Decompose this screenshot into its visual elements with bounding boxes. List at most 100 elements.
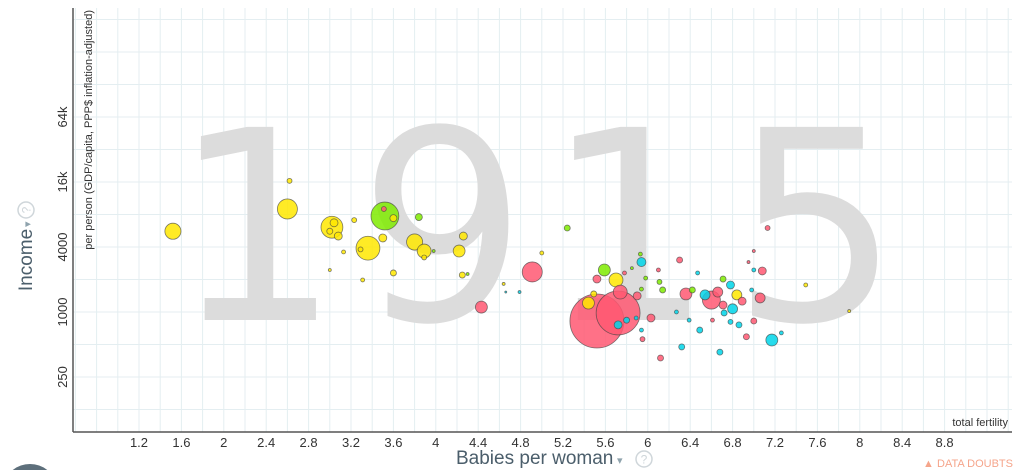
bubble-asia[interactable] <box>380 206 387 212</box>
bubble-europe[interactable] <box>164 222 182 240</box>
bubble-europe[interactable] <box>360 277 366 283</box>
y-axis-help-icon[interactable] <box>17 201 35 219</box>
bubble-asia[interactable] <box>475 300 488 314</box>
bubble-asia[interactable] <box>742 333 750 341</box>
bubble-europe[interactable] <box>847 309 852 313</box>
bubble-africa[interactable] <box>639 327 644 333</box>
bubble-asia[interactable] <box>521 261 543 283</box>
bubble-africa[interactable] <box>695 270 700 276</box>
bubble-africa[interactable] <box>623 316 631 324</box>
x-axis-selector[interactable]: Babies per woman ▾ ? <box>456 448 653 469</box>
data-doubts-link[interactable]: ▲ DATA DOUBTS <box>923 458 1013 470</box>
bubble-europe[interactable] <box>341 249 346 255</box>
bubble-asia[interactable] <box>712 286 724 298</box>
bubble-africa[interactable] <box>751 267 757 273</box>
bubble-asia[interactable] <box>754 292 766 304</box>
bubble-africa[interactable] <box>735 321 743 329</box>
bubble-africa[interactable] <box>726 280 735 290</box>
bubble-americas[interactable] <box>639 286 644 292</box>
data-doubts-label[interactable]: DATA DOUBTS <box>937 458 1013 470</box>
bubble-americas[interactable] <box>629 266 634 271</box>
bubble-europe[interactable] <box>326 227 334 235</box>
y-axis-dropdown-icon[interactable]: ▾ <box>22 221 34 227</box>
bubble-americas[interactable] <box>597 263 611 277</box>
bubble-asia[interactable] <box>639 336 646 343</box>
bubble-africa[interactable] <box>727 303 738 315</box>
bubble-americas[interactable] <box>431 249 436 253</box>
bubble-africa[interactable] <box>699 289 711 301</box>
bubble-asia[interactable] <box>676 256 684 264</box>
bubble-africa[interactable] <box>636 257 647 267</box>
bubble-americas[interactable] <box>638 251 643 257</box>
bubble-europe[interactable] <box>389 214 398 223</box>
x-axis-dropdown-icon[interactable]: ▾ <box>617 455 623 467</box>
play-button[interactable] <box>12 464 48 470</box>
x-axis-title[interactable]: Babies per woman <box>456 448 613 469</box>
bubble-africa[interactable] <box>720 309 728 317</box>
bubble-africa[interactable] <box>778 330 784 336</box>
bubble-americas[interactable] <box>465 272 470 276</box>
bubble-europe[interactable] <box>452 244 466 258</box>
bubble-africa[interactable] <box>696 326 704 334</box>
bubble-africa[interactable] <box>678 343 686 351</box>
bubble-americas[interactable] <box>659 286 667 294</box>
bubble-africa[interactable] <box>765 333 779 347</box>
bubble-asia[interactable] <box>656 267 661 273</box>
bubble-europe[interactable] <box>458 231 468 241</box>
bubble-africa[interactable] <box>517 290 522 294</box>
bubble-asia[interactable] <box>750 317 758 325</box>
bubble-europe[interactable] <box>458 271 466 279</box>
bubble-asia[interactable] <box>751 249 756 253</box>
bubble-asia[interactable] <box>646 313 656 323</box>
bubble-americas[interactable] <box>688 286 696 294</box>
bubble-asia[interactable] <box>757 266 767 276</box>
bubble-europe[interactable] <box>357 246 364 253</box>
bubble-asia[interactable] <box>710 317 715 323</box>
bubble-africa[interactable] <box>716 348 724 356</box>
bubble-europe[interactable] <box>333 231 343 241</box>
bubble-europe[interactable] <box>731 289 743 301</box>
bubble-europe[interactable] <box>582 296 595 310</box>
bubble-europe[interactable] <box>803 282 809 288</box>
bubble-asia[interactable] <box>737 296 747 306</box>
bubble-americas[interactable] <box>563 224 571 232</box>
bubble-africa[interactable] <box>504 290 508 294</box>
x-axis-hint: total fertility <box>952 417 1008 429</box>
bubble-europe[interactable] <box>406 233 424 251</box>
bubble-europe[interactable] <box>327 268 332 272</box>
bubble-europe[interactable] <box>286 177 293 184</box>
y-axis-selector[interactable]: Income ▾ ? <box>16 201 37 291</box>
bubble-asia[interactable] <box>592 274 602 284</box>
bubble-europe[interactable] <box>501 282 506 286</box>
bubble-americas[interactable] <box>656 279 663 285</box>
bubble-africa[interactable] <box>727 318 734 325</box>
bubble-europe[interactable] <box>421 254 428 261</box>
bubble-americas[interactable] <box>414 213 423 221</box>
bubble-africa[interactable] <box>613 320 623 330</box>
bubble-europe[interactable] <box>389 269 397 277</box>
bubble-europe[interactable] <box>539 250 545 256</box>
bubble-asia[interactable] <box>718 300 728 310</box>
bubble-americas[interactable] <box>719 275 727 283</box>
bubble-europe[interactable] <box>276 198 298 220</box>
bubble-asia[interactable] <box>746 260 751 264</box>
bubble-europe[interactable] <box>355 235 381 261</box>
bubble-asia[interactable] <box>764 225 771 231</box>
y-axis-title[interactable]: Income <box>16 229 37 291</box>
bubble-europe[interactable] <box>590 290 598 298</box>
bubble-asia[interactable] <box>632 291 642 301</box>
bubble-asia[interactable] <box>612 284 628 300</box>
bubble-asia[interactable] <box>679 287 693 301</box>
bubble-americas[interactable] <box>370 201 400 231</box>
bubble-africa[interactable] <box>633 315 639 321</box>
bubble-africa[interactable] <box>686 317 692 323</box>
bubble-europe[interactable] <box>378 233 388 243</box>
bubble-asia[interactable] <box>622 270 627 276</box>
x-axis-help-icon[interactable] <box>635 450 653 468</box>
bubble-africa[interactable] <box>674 309 679 315</box>
bubble-africa[interactable] <box>749 287 755 293</box>
bubble-europe[interactable] <box>329 218 339 228</box>
bubble-europe[interactable] <box>351 217 358 223</box>
bubble-americas[interactable] <box>643 275 649 281</box>
bubble-asia[interactable] <box>657 354 664 362</box>
